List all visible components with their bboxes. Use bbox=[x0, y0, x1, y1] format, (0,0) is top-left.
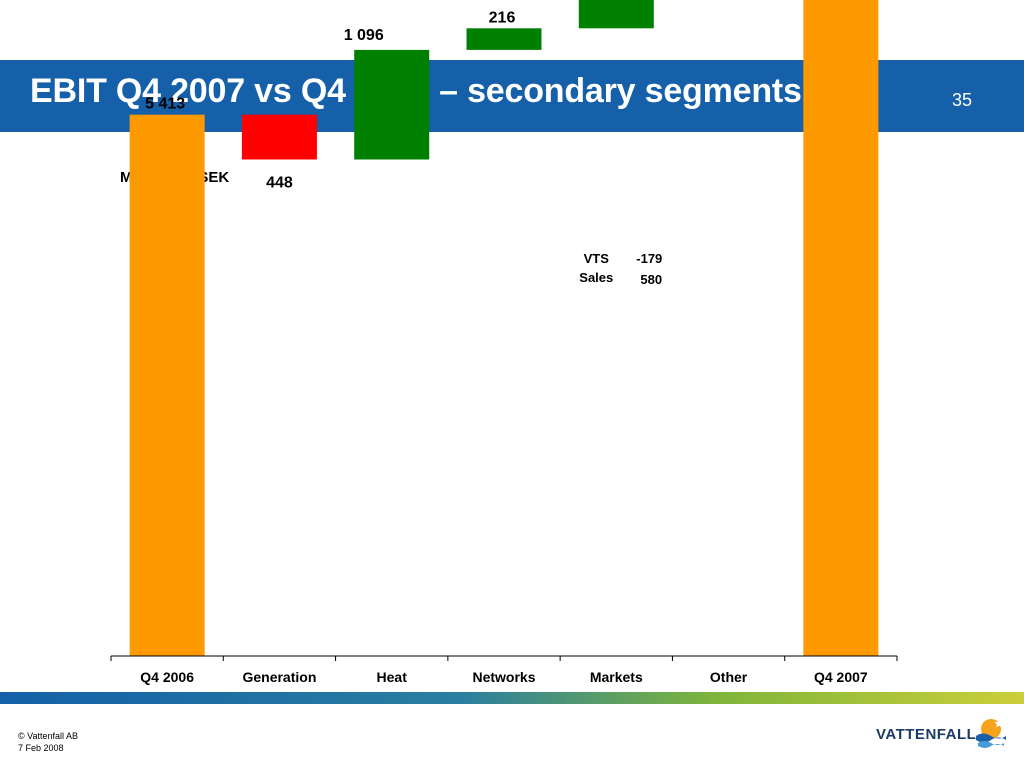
tick-label: Heat bbox=[377, 669, 408, 685]
data-label: 5 413 bbox=[145, 96, 185, 113]
tick-label: Q4 2006 bbox=[140, 669, 194, 685]
tick-label: Generation bbox=[242, 669, 316, 685]
page-number: 35 bbox=[951, 90, 972, 110]
annotation-label: Sales bbox=[579, 270, 613, 285]
tick-label: Other bbox=[710, 669, 748, 685]
footer-text: © Vattenfall AB 7 Feb 2008 bbox=[18, 730, 78, 754]
tick-label: Networks bbox=[472, 669, 535, 685]
footer-date: 7 Feb 2008 bbox=[18, 743, 64, 753]
data-label: 216 bbox=[489, 9, 516, 26]
bar-markets bbox=[578, 0, 654, 29]
tick-label: Markets bbox=[590, 669, 643, 685]
bar-generation bbox=[241, 114, 317, 160]
annotation-value: 580 bbox=[640, 272, 662, 287]
data-label: 1 096 bbox=[344, 27, 384, 44]
logo-text: VATTENFALL bbox=[876, 726, 977, 743]
data-label: 448 bbox=[266, 175, 293, 192]
footer-bar bbox=[0, 692, 1024, 704]
bar-q4-2007 bbox=[803, 0, 879, 657]
tick-label: Q4 2007 bbox=[814, 669, 868, 685]
bar-networks bbox=[466, 28, 542, 50]
sun-waves-icon bbox=[976, 719, 1006, 748]
annotation-label: VTS bbox=[584, 251, 610, 266]
header-accent bbox=[0, 132, 100, 136]
annotation-value: -179 bbox=[636, 251, 662, 266]
copyright-text: © Vattenfall AB bbox=[18, 731, 78, 741]
bar-q4-2006 bbox=[129, 114, 205, 656]
bar-heat bbox=[354, 49, 430, 160]
